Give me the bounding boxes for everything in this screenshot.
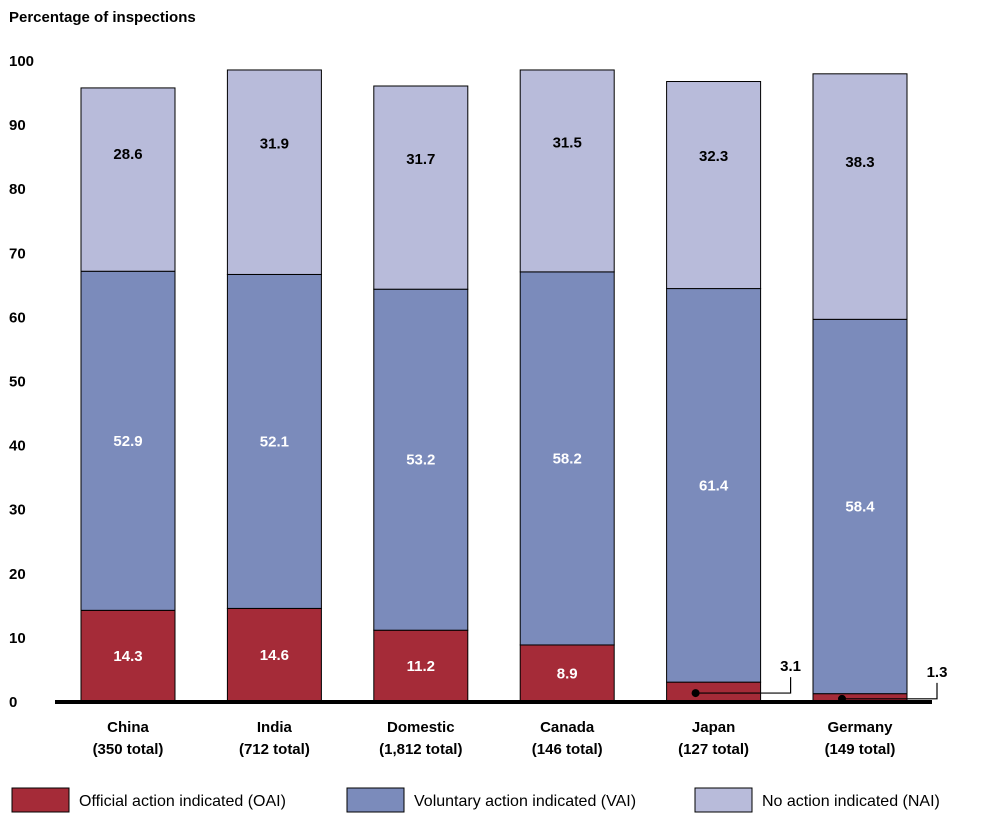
data-label: 31.7: [406, 151, 435, 168]
bar-segment: [226, 69, 322, 275]
x-category-total: (350 total): [93, 741, 164, 758]
bar-segment: [812, 73, 908, 320]
bar-segment: [666, 81, 762, 290]
legend-item: No action indicated (NAI): [694, 787, 940, 813]
legend-swatch: [11, 787, 70, 813]
y-tick-label: 70: [9, 245, 26, 262]
legend: Official action indicated (OAI) Voluntary…: [11, 787, 940, 813]
data-label: 32.3: [699, 148, 728, 165]
callout-leader: [695, 677, 792, 694]
bar-segment: [812, 318, 908, 695]
x-category-total: (146 total): [532, 741, 603, 758]
y-tick-label: 30: [9, 502, 26, 519]
bar-stack-germany: 1.3 58.4 38.3: [812, 73, 948, 703]
x-category-label: Canada: [540, 719, 595, 736]
y-axis-ticks: 0 10 20 30 40 50 60 70 80 90 100: [9, 53, 34, 711]
bar-segment: [666, 288, 762, 683]
bars: 14.3 52.9 28.6 14.6 52.1 31.9 11.2 53.2 31.7 8.9 5…: [80, 69, 948, 703]
bar-stack-india: 14.6 52.1 31.9: [226, 69, 322, 703]
data-label: 38.3: [845, 154, 874, 171]
legend-item: Official action indicated (OAI): [11, 787, 286, 813]
bar-segment: [519, 69, 615, 273]
data-label: 31.5: [553, 135, 582, 152]
data-label: 8.9: [557, 665, 578, 682]
legend-label: No action indicated (NAI): [762, 793, 940, 810]
bar-segment: [80, 270, 176, 611]
data-label: 14.3: [113, 648, 142, 665]
y-tick-label: 90: [9, 117, 26, 134]
x-category-label: China: [107, 719, 149, 736]
bar-segment: [373, 85, 469, 290]
data-label: 28.6: [113, 146, 142, 163]
legend-label: Voluntary action indicated (VAI): [414, 793, 636, 810]
y-tick-label: 60: [9, 309, 26, 326]
y-tick-label: 100: [9, 53, 34, 70]
x-category-label: India: [257, 719, 293, 736]
bar-segment: [373, 288, 469, 631]
x-category-label: Japan: [692, 719, 735, 736]
y-tick-label: 40: [9, 438, 26, 455]
x-category-total: (712 total): [239, 741, 310, 758]
callout-leader: [842, 682, 938, 700]
data-label: 14.6: [260, 647, 289, 664]
data-label: 61.4: [699, 477, 729, 494]
bar-segment: [519, 271, 615, 646]
legend-swatch: [346, 787, 405, 813]
data-label: 58.4: [845, 498, 875, 515]
x-category-total: (1,812 total): [379, 741, 462, 758]
y-tick-label: 10: [9, 630, 26, 647]
x-category-total: (127 total): [678, 741, 749, 758]
bar-segment: [226, 273, 322, 609]
data-label: 3.1: [780, 658, 801, 675]
bar-stack-domestic: 11.2 53.2 31.7: [373, 85, 469, 703]
data-label: 58.2: [553, 450, 582, 467]
data-label: 11.2: [407, 658, 435, 675]
bar-segment: [666, 681, 762, 703]
x-axis-categories: China (350 total) India (712 total) Domestic…: [93, 719, 896, 758]
x-category-label: Domestic: [387, 719, 455, 736]
x-category-label: Germany: [827, 719, 893, 736]
legend-label: Official action indicated (OAI): [79, 793, 286, 810]
y-tick-label: 0: [9, 694, 17, 711]
bar-stack-japan: 3.1 61.4 32.3: [666, 81, 801, 703]
data-label: 53.2: [406, 452, 435, 469]
y-axis-title: Percentage of inspections: [9, 9, 196, 26]
y-tick-label: 20: [9, 566, 26, 583]
data-label: 52.9: [113, 433, 142, 450]
data-label: 1.3: [927, 664, 948, 681]
legend-swatch: [694, 787, 753, 813]
data-label: 52.1: [260, 433, 289, 450]
bar-segment: [373, 629, 469, 703]
bar-segment: [80, 87, 176, 272]
bar-stack-canada: 8.9 58.2 31.5: [519, 69, 615, 703]
x-category-total: (149 total): [825, 741, 896, 758]
y-tick-label: 50: [9, 374, 26, 391]
bar-segment: [80, 609, 176, 703]
y-tick-label: 80: [9, 181, 26, 198]
data-label: 31.9: [260, 136, 289, 153]
legend-item: Voluntary action indicated (VAI): [346, 787, 636, 813]
bar-stack-china: 14.3 52.9 28.6: [80, 87, 176, 703]
